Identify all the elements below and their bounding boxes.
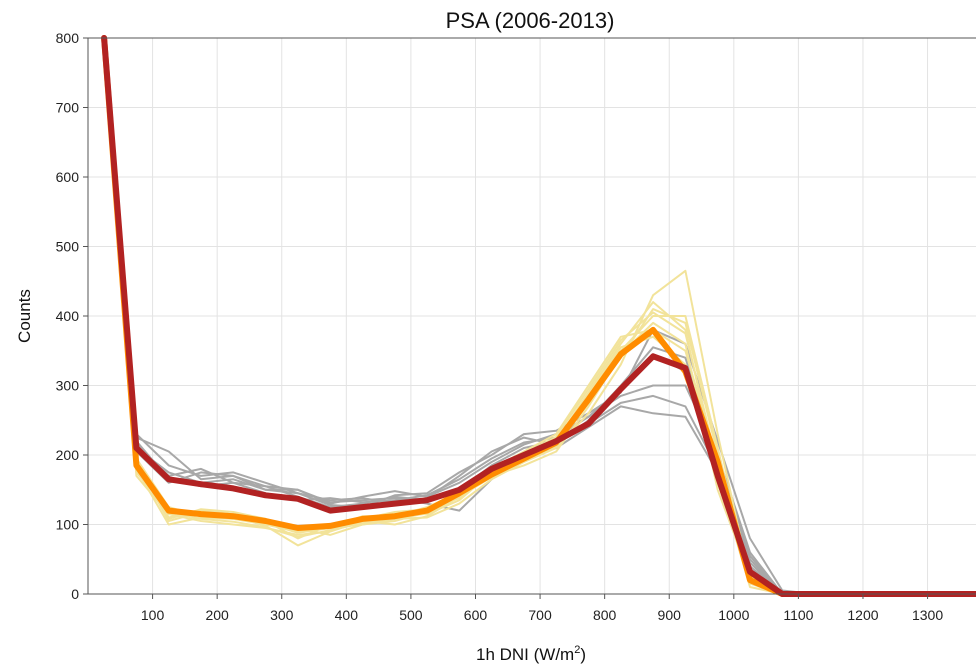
x-tick-label: 100 [141,607,165,623]
x-tick-label: 1300 [912,607,943,623]
x-tick-label: 800 [593,607,617,623]
y-tick-label: 200 [56,447,80,463]
chart-title: PSA (2006-2013) [446,8,615,33]
y-tick-label: 800 [56,30,80,46]
x-tick-label: 1200 [847,607,878,623]
axis-ticks: 0 100 200 300 400 500 600 700 800 100 200 300 400 500… [56,30,944,623]
x-tick-label: 200 [205,607,229,623]
x-tick-label: 1000 [718,607,749,623]
y-tick-label: 500 [56,239,80,255]
y-tick-label: 0 [71,586,79,602]
x-tick-label: 900 [658,607,682,623]
x-tick-label: 500 [399,607,423,623]
y-tick-label: 100 [56,517,80,533]
x-axis-title-main: 1h DNI (W/m [476,645,574,664]
x-tick-label: 300 [270,607,294,623]
x-axis-title-superscript: 2 [574,644,580,656]
y-tick-label: 300 [56,378,80,394]
x-tick-label: 600 [464,607,488,623]
x-axis-title-tail: ) [580,645,586,664]
y-tick-label: 600 [56,169,80,185]
y-tick-label: 400 [56,308,80,324]
x-tick-label: 400 [335,607,359,623]
x-axis-title: 1h DNI (W/m2) [476,644,586,664]
y-axis-title: Counts [15,289,34,343]
y-tick-label: 700 [56,100,80,116]
x-tick-label: 700 [528,607,552,623]
x-tick-label: 1100 [783,607,813,623]
